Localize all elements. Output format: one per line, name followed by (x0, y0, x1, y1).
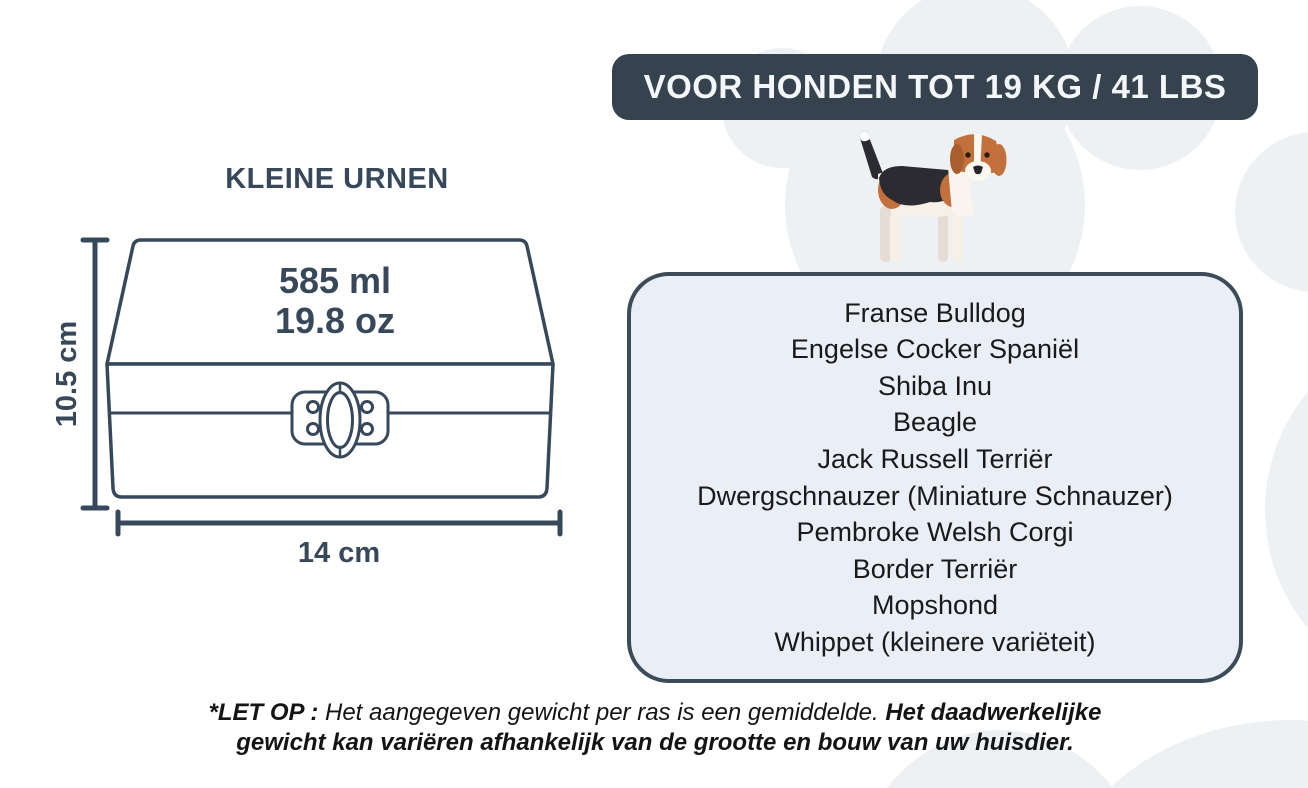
height-dimension-line (80, 237, 110, 511)
width-dimension-label: 14 cm (297, 537, 381, 569)
disclaimer-prefix: *LET OP : (208, 699, 319, 726)
beagle-body (859, 131, 974, 262)
product-category-title: KLEINE URNEN (225, 163, 449, 195)
breed-list-item: Beagle (892, 407, 978, 438)
volume-oz: 19.8 oz (274, 300, 396, 341)
width-dimension-line (115, 509, 563, 537)
urn-clasp (290, 381, 390, 459)
disclaimer-line-1: *LET OP : Het aangegeven gewicht per ras… (130, 698, 1180, 728)
disclaimer-bold-text: Het daadwerkelijke (885, 699, 1102, 726)
breed-list-item: Franse Bulldog (844, 297, 1026, 328)
urn-lid (105, 238, 555, 366)
disclaimer-normal-text: Het aangegeven gewicht per ras is een ge… (324, 699, 879, 726)
breed-list-item: Pembroke Welsh Corgi (796, 517, 1074, 548)
volume-label: 585 ml 19.8 oz (185, 261, 485, 341)
disclaimer-line-2: gewicht kan variëren afhankelijk van de … (236, 729, 1074, 756)
urn-box-diagram (80, 237, 563, 537)
breed-list-box: Franse Bulldog Engelse Cocker Spaniël Sh… (627, 272, 1243, 683)
height-dimension-label: 10.5 cm (51, 320, 83, 428)
breed-list-item: Mopshond (871, 590, 999, 621)
beagle-dog-icon (859, 131, 1007, 262)
beagle-head (950, 133, 1007, 181)
volume-ml: 585 ml (278, 260, 392, 301)
breed-list-item: Shiba Inu (877, 370, 993, 401)
paw-pad-shape (1265, 391, 1308, 629)
paw-pad-shape (887, 730, 1113, 788)
weight-banner: VOOR HONDEN TOT 19 KG / 41 LBS (612, 54, 1258, 120)
breed-list-item: Jack Russell Terriër (817, 443, 1053, 474)
breed-list-item: Dwergschnauzer (Miniature Schnauzer) (697, 480, 1173, 511)
breed-list-item: Engelse Cocker Spaniël (790, 334, 1080, 365)
disclaimer-note: *LET OP : Het aangegeven gewicht per ras… (130, 698, 1180, 758)
paw-pad-shape (1109, 720, 1308, 788)
weight-banner-label: VOOR HONDEN TOT 19 KG / 41 LBS (643, 68, 1227, 105)
breed-list-item: Whippet (kleinere variëteit) (774, 626, 1096, 657)
paw-toe-shape (1235, 132, 1308, 292)
breed-list-item: Border Terriër (852, 553, 1018, 584)
